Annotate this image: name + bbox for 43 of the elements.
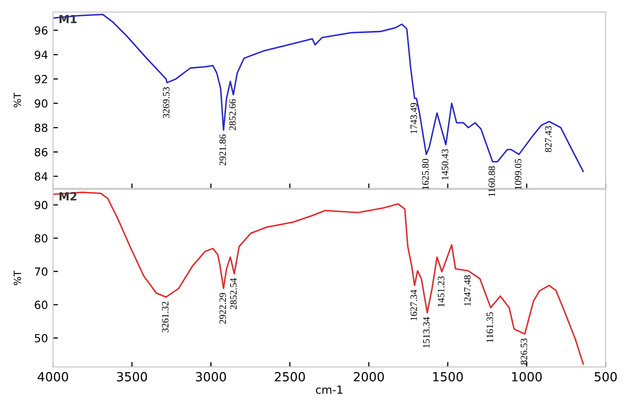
x-tick-label: 1000 <box>512 372 542 382</box>
y-tick-label: 94 <box>34 50 48 59</box>
annotation: 1627.34 <box>410 290 418 320</box>
y-tick-label: 70 <box>34 267 48 276</box>
y-tick-label: 92 <box>34 74 48 84</box>
annotation: 2921.86 <box>219 134 226 166</box>
annotation: 3269.53 <box>162 87 170 118</box>
annotation: 2852.54 <box>230 278 237 310</box>
y-tick-label: 88 <box>34 124 48 132</box>
x-tick-label: 2000 <box>354 372 384 382</box>
y-tick-label: 50 <box>34 334 48 342</box>
annotation: 1247.48 <box>464 275 471 306</box>
x-tick-label: 3500 <box>117 372 148 382</box>
series-label: M1 <box>60 15 77 24</box>
annotation: 1161.35 <box>486 312 494 342</box>
series-label: M2 <box>60 192 76 200</box>
x-tick-label: 1500 <box>433 372 463 382</box>
y-tick-label: 90 <box>34 99 48 108</box>
annotation: 2852.66 <box>229 99 236 130</box>
x-axis-title: cm-1 <box>316 386 342 394</box>
y-axis-title: %T <box>14 270 22 286</box>
annotation: 1099.05 <box>514 158 522 190</box>
annotation: 3261.32 <box>162 302 169 332</box>
annotation: 1160.88 <box>488 166 496 196</box>
annotation: 1450.43 <box>442 149 448 180</box>
annotation: 1625.80 <box>422 158 429 190</box>
y-tick-label: 96 <box>34 26 48 35</box>
y-tick-label: 86 <box>34 148 48 156</box>
annotation: 1451.23 <box>438 276 444 307</box>
annotation: 1513.34 <box>423 317 430 348</box>
x-tick-label: 500 <box>594 372 617 382</box>
annotation: 827.43 <box>544 126 552 152</box>
annotation: 826.53 <box>520 338 528 365</box>
annotation: 1743.49 <box>410 102 418 134</box>
x-tick-label: 3000 <box>196 372 226 382</box>
annotation: 2922.29 <box>219 292 226 324</box>
y-tick-label: 90 <box>34 200 48 210</box>
y-tick-label: 60 <box>34 300 48 310</box>
y-tick-label: 84 <box>34 172 48 181</box>
y-tick-label: 80 <box>34 234 48 243</box>
x-tick-label: 4000 <box>38 372 68 382</box>
x-tick-label: 2500 <box>274 372 305 382</box>
y-axis-title: %T <box>14 92 22 108</box>
